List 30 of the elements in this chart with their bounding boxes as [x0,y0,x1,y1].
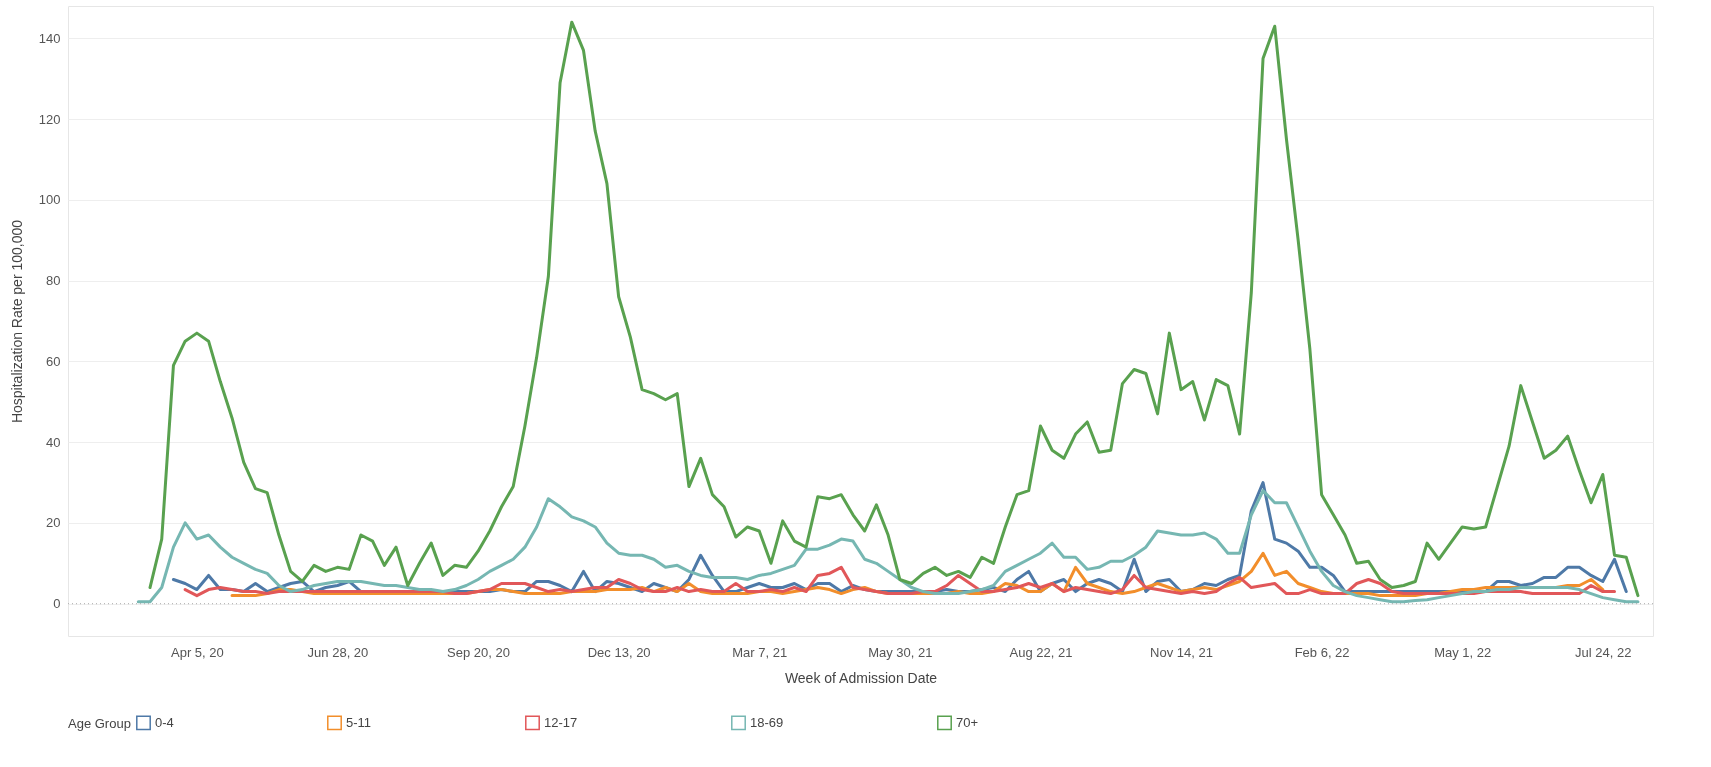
y-tick-label: 20 [46,515,61,531]
legend-label: 18-69 [750,714,784,730]
x-tick-label: Jun 28, 20 [307,644,369,660]
x-tick-label: Sep 20, 20 [447,644,510,660]
x-tick-label: Apr 5, 20 [170,644,224,660]
y-tick-label: 100 [38,192,61,208]
legend-label: 12-17 [544,714,578,730]
legend-title: Age Group [68,716,131,731]
line-series [136,489,1640,604]
line-series [148,20,1640,598]
line-series [183,565,1617,598]
legend-label: 0-4 [155,714,174,730]
legend-label: 5-11 [346,714,372,730]
y-tick-label: 120 [38,111,61,127]
y-tick-label: 60 [46,353,61,369]
y-tick-label: 80 [46,273,61,289]
x-tick-label: May 1, 22 [1434,644,1492,660]
x-tick-label: Feb 6, 22 [1294,644,1350,660]
x-tick-label: Dec 13, 20 [587,644,651,660]
x-tick-label: May 30, 21 [868,644,933,660]
y-tick-label: 140 [38,30,61,46]
y-tick-label: 0 [53,596,61,612]
x-tick-label: Aug 22, 21 [1009,644,1073,660]
y-tick-label: 40 [46,434,61,450]
x-tick-label: Mar 7, 21 [732,644,788,660]
legend-label: 70+ [956,714,979,730]
x-axis-title: Week of Admission Date [784,669,938,686]
y-axis-title: Hospitalization Rate per 100,000 [8,219,25,424]
x-tick-label: Jul 24, 22 [1575,644,1632,660]
x-tick-label: Nov 14, 21 [1150,644,1213,660]
